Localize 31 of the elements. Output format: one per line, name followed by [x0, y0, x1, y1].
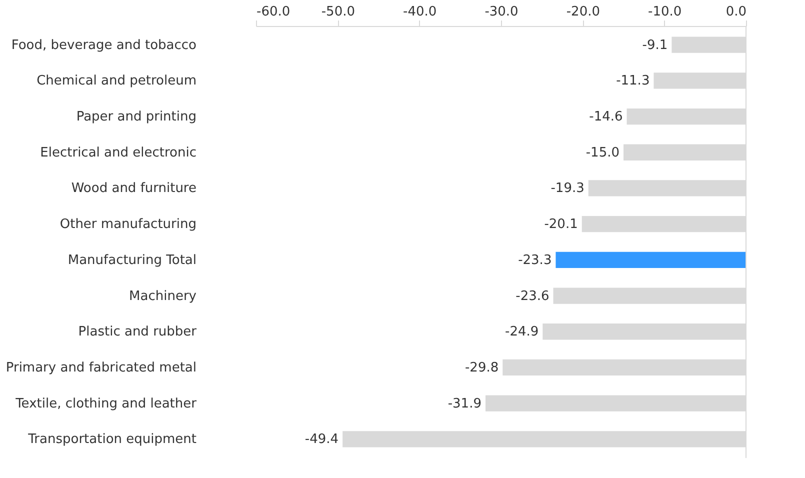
y-tick-label: Electrical and electronic	[40, 145, 196, 160]
x-tick-label: -10.0	[648, 4, 682, 20]
y-tick-label: Plastic and rubber	[78, 324, 198, 340]
y-tick-label: Transportation equipment	[27, 432, 196, 448]
data-label: -49.4	[304, 432, 339, 448]
data-label: -23.3	[518, 252, 552, 268]
data-label: -29.8	[464, 360, 499, 376]
x-tick-label: -60.0	[256, 4, 290, 20]
y-tick-label: Manufacturing Total	[68, 252, 196, 268]
x-tick-label: -40.0	[403, 4, 437, 20]
x-tick-label: -30.0	[484, 4, 518, 20]
x-tick-label: 0.0	[726, 4, 746, 20]
data-label: -14.6	[589, 110, 623, 125]
data-label: -11.3	[616, 74, 650, 89]
data-label: -23.6	[516, 288, 550, 304]
y-tick-label: Machinery	[129, 288, 197, 304]
data-label: -9.1	[642, 38, 668, 53]
data-label: -24.9	[505, 324, 539, 340]
data-label: -19.3	[550, 181, 584, 196]
data-label: -31.9	[448, 396, 482, 412]
data-label: -15.0	[586, 145, 620, 160]
y-tick-label: Chemical and petroleum	[36, 74, 196, 89]
data-label: -20.1	[544, 217, 578, 232]
x-tick-label: -20.0	[566, 4, 600, 20]
y-tick-label: Primary and fabricated metal	[6, 360, 196, 376]
x-tick-label: -50.0	[321, 4, 355, 20]
y-tick-label: Textile, clothing and leather	[14, 396, 198, 412]
y-tick-label: Food, beverage and tobacco	[11, 38, 197, 53]
y-tick-label: Paper and printing	[76, 110, 196, 125]
y-tick-label: Wood and furniture	[71, 181, 196, 196]
y-tick-label: Other manufacturing	[60, 217, 196, 232]
